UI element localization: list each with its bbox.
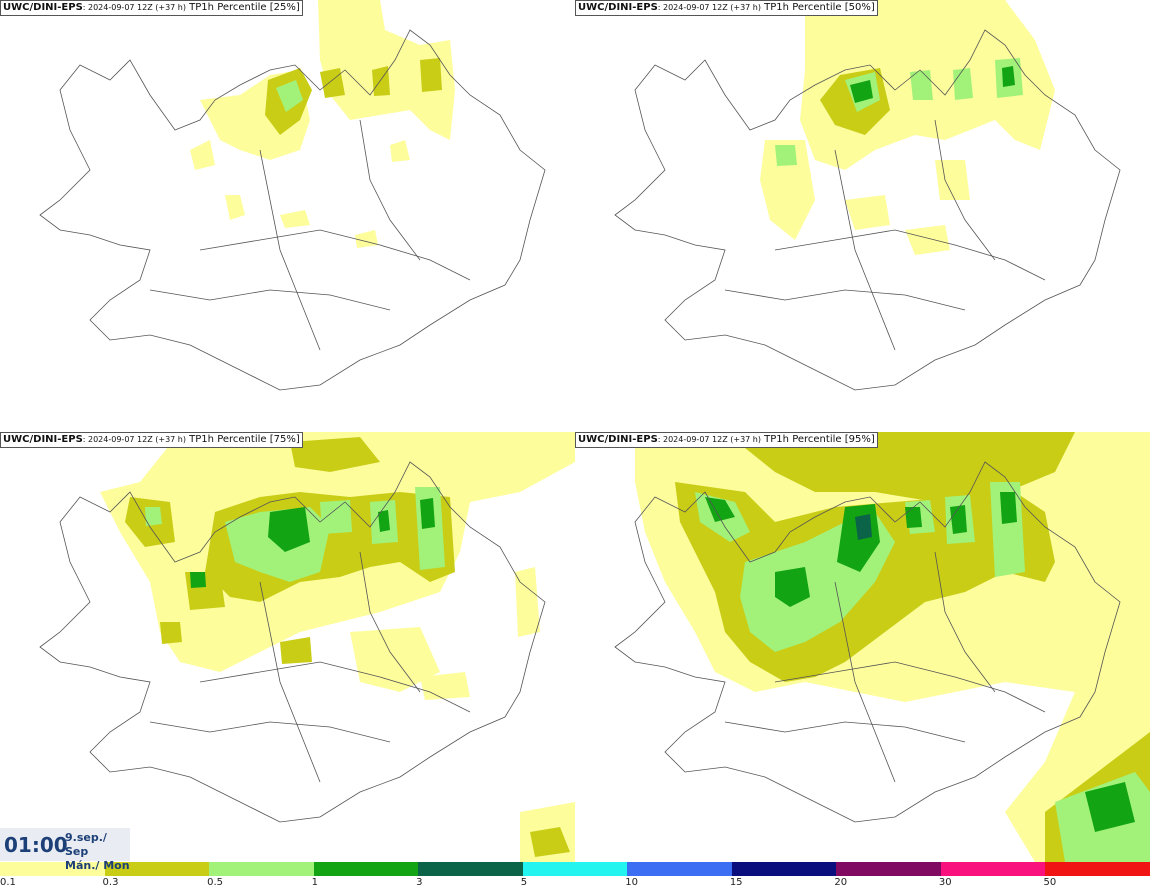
model-name: UWC/DINI-EPS [578,434,658,445]
legend-label: 0.1 [0,877,16,888]
precip-map-p95 [614,432,1150,862]
precip-fields [760,0,1055,255]
legend-label: 5 [520,877,528,888]
run-info: : 2024-09-07 12Z (+37 h) [657,435,761,444]
legend-swatch [940,862,1046,876]
panel-title: UWC/DINI-EPS: 2024-09-07 12Z (+37 h) TP1… [0,432,303,448]
map-panel-p25: UWC/DINI-EPS: 2024-09-07 12Z (+37 h) TP1… [0,0,575,430]
run-info: : 2024-09-07 12Z (+37 h) [82,435,186,444]
precip-fields [100,432,575,862]
legend-label: 0.5 [207,877,223,888]
model-name: UWC/DINI-EPS [3,434,83,445]
map-panel-p95: UWC/DINI-EPS: 2024-09-07 12Z (+37 h) TP1… [575,432,1150,862]
model-name: UWC/DINI-EPS [3,2,83,13]
legend-label: 0.3 [102,877,119,888]
legend-label: 1 [311,877,318,888]
legend-swatch [836,862,941,876]
coastline [39,29,546,391]
coastline [614,461,1121,823]
valid-date: 9.sep./ Sep Mán./ Mon [65,831,130,873]
legend-swatch [313,862,419,876]
precip-map-p75 [39,432,575,862]
legend-label: 20 [834,877,848,888]
precip-fields [190,0,455,248]
legend-label: 15 [729,877,743,888]
legend-label: 30 [938,877,952,888]
precip-map-p25 [39,0,546,391]
legend-swatch [731,862,837,876]
coastline [614,29,1121,391]
color-legend: 0.1 0.3 0.5 1 3 5 10 15 20 30 50 [0,862,1150,891]
valid-time: 01:00 [4,833,68,857]
run-info: : 2024-09-07 12Z (+37 h) [82,3,186,12]
product-name: TP1h Percentile [50%] [764,2,875,13]
map-panel-p75: UWC/DINI-EPS: 2024-09-07 12Z (+37 h) TP1… [0,432,575,862]
valid-date-line2: Mán./ Mon [65,859,130,872]
panel-title: UWC/DINI-EPS: 2024-09-07 12Z (+37 h) TP1… [575,432,878,448]
product-name: TP1h Percentile [95%] [764,434,875,445]
precip-fields [635,432,1150,862]
legend-swatch [0,862,105,876]
product-name: TP1h Percentile [75%] [189,434,300,445]
legend-swatch [209,862,314,876]
model-name: UWC/DINI-EPS [578,2,658,13]
valid-date-line1: 9.sep./ Sep [65,831,107,858]
legend-bar [0,862,1150,876]
legend-swatch [104,862,210,876]
run-info: : 2024-09-07 12Z (+37 h) [657,3,761,12]
legend-label: 3 [416,877,423,888]
precip-map-p50 [614,0,1121,391]
legend-label: 50 [1043,877,1057,888]
legend-swatch [627,862,732,876]
valid-time-box: 01:00 9.sep./ Sep Mán./ Mon [0,828,130,872]
map-panel-p50: UWC/DINI-EPS: 2024-09-07 12Z (+37 h) TP1… [575,0,1150,430]
product-name: TP1h Percentile [25%] [189,2,300,13]
legend-swatch [522,862,628,876]
legend-swatch [418,862,523,876]
panel-title: UWC/DINI-EPS: 2024-09-07 12Z (+37 h) TP1… [0,0,303,16]
legend-swatch [1045,862,1150,876]
panel-title: UWC/DINI-EPS: 2024-09-07 12Z (+37 h) TP1… [575,0,878,16]
coastline [39,461,546,823]
legend-label: 10 [625,877,638,888]
